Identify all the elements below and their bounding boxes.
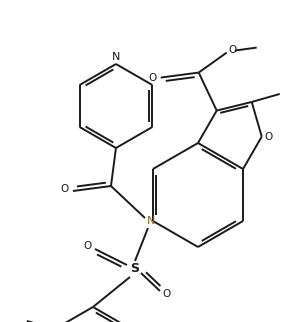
Text: O: O [228, 44, 237, 54]
Text: O: O [163, 289, 171, 299]
Text: N: N [112, 52, 120, 62]
Text: O: O [84, 241, 92, 251]
Text: N: N [147, 216, 155, 226]
Text: O: O [149, 72, 157, 82]
Text: S: S [131, 262, 139, 276]
Text: O: O [61, 184, 69, 194]
Text: O: O [265, 132, 273, 142]
